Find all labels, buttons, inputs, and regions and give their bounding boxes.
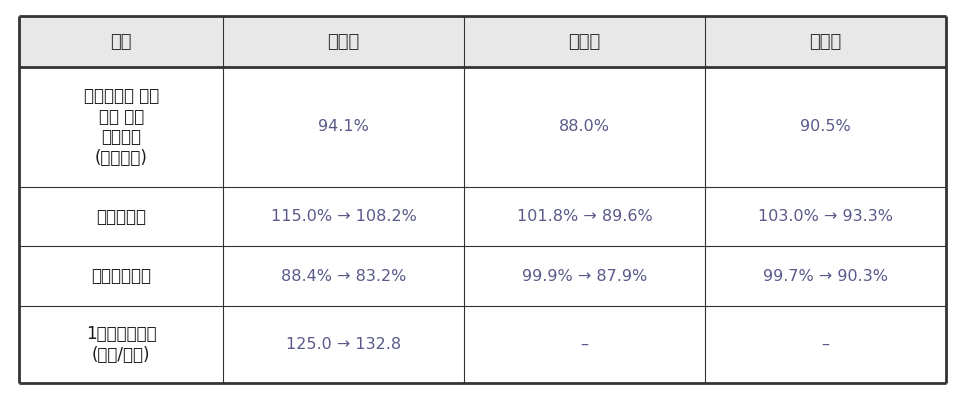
Bar (704, 306, 946, 383)
Bar (19, 306, 223, 383)
Text: 외국인인구 기준
대비 실제
반영비율
(증가면적): 외국인인구 기준 대비 실제 반영비율 (증가면적) (84, 87, 159, 167)
Bar (464, 187, 704, 247)
Bar (464, 247, 704, 306)
Bar (19, 67, 223, 187)
Bar (223, 16, 464, 67)
Text: 시흥시: 시흥시 (809, 33, 841, 51)
Bar (19, 16, 223, 67)
Text: 115.0% → 108.2%: 115.0% → 108.2% (270, 209, 417, 224)
Text: 99.9% → 87.9%: 99.9% → 87.9% (522, 269, 647, 284)
Text: 주택보급률: 주택보급률 (96, 207, 147, 225)
Bar (704, 187, 946, 247)
Text: –: – (580, 337, 589, 352)
Text: 1병상당인구수
(인구/병상): 1병상당인구수 (인구/병상) (86, 325, 156, 364)
Text: 125.0 → 132.8: 125.0 → 132.8 (286, 337, 401, 352)
Text: –: – (821, 337, 829, 352)
Text: 구분: 구분 (110, 33, 132, 51)
Text: 안산시: 안산시 (568, 33, 600, 51)
Text: 90.5%: 90.5% (800, 119, 850, 134)
Bar (19, 187, 223, 247)
Bar (704, 16, 946, 67)
Text: 상수도보급률: 상수도보급률 (92, 267, 152, 285)
Bar (223, 187, 464, 247)
Text: 88.4% → 83.2%: 88.4% → 83.2% (281, 269, 406, 284)
Bar (223, 67, 464, 187)
Bar (464, 306, 704, 383)
Text: 101.8% → 89.6%: 101.8% → 89.6% (516, 209, 652, 224)
Text: 94.1%: 94.1% (318, 119, 369, 134)
Bar (704, 67, 946, 187)
Bar (464, 16, 704, 67)
Text: 포천시: 포천시 (327, 33, 360, 51)
Bar (19, 247, 223, 306)
Text: 103.0% → 93.3%: 103.0% → 93.3% (758, 209, 893, 224)
Bar (464, 67, 704, 187)
Bar (704, 247, 946, 306)
Bar (223, 247, 464, 306)
Text: 88.0%: 88.0% (559, 119, 610, 134)
Bar (223, 306, 464, 383)
Text: 99.7% → 90.3%: 99.7% → 90.3% (762, 269, 888, 284)
